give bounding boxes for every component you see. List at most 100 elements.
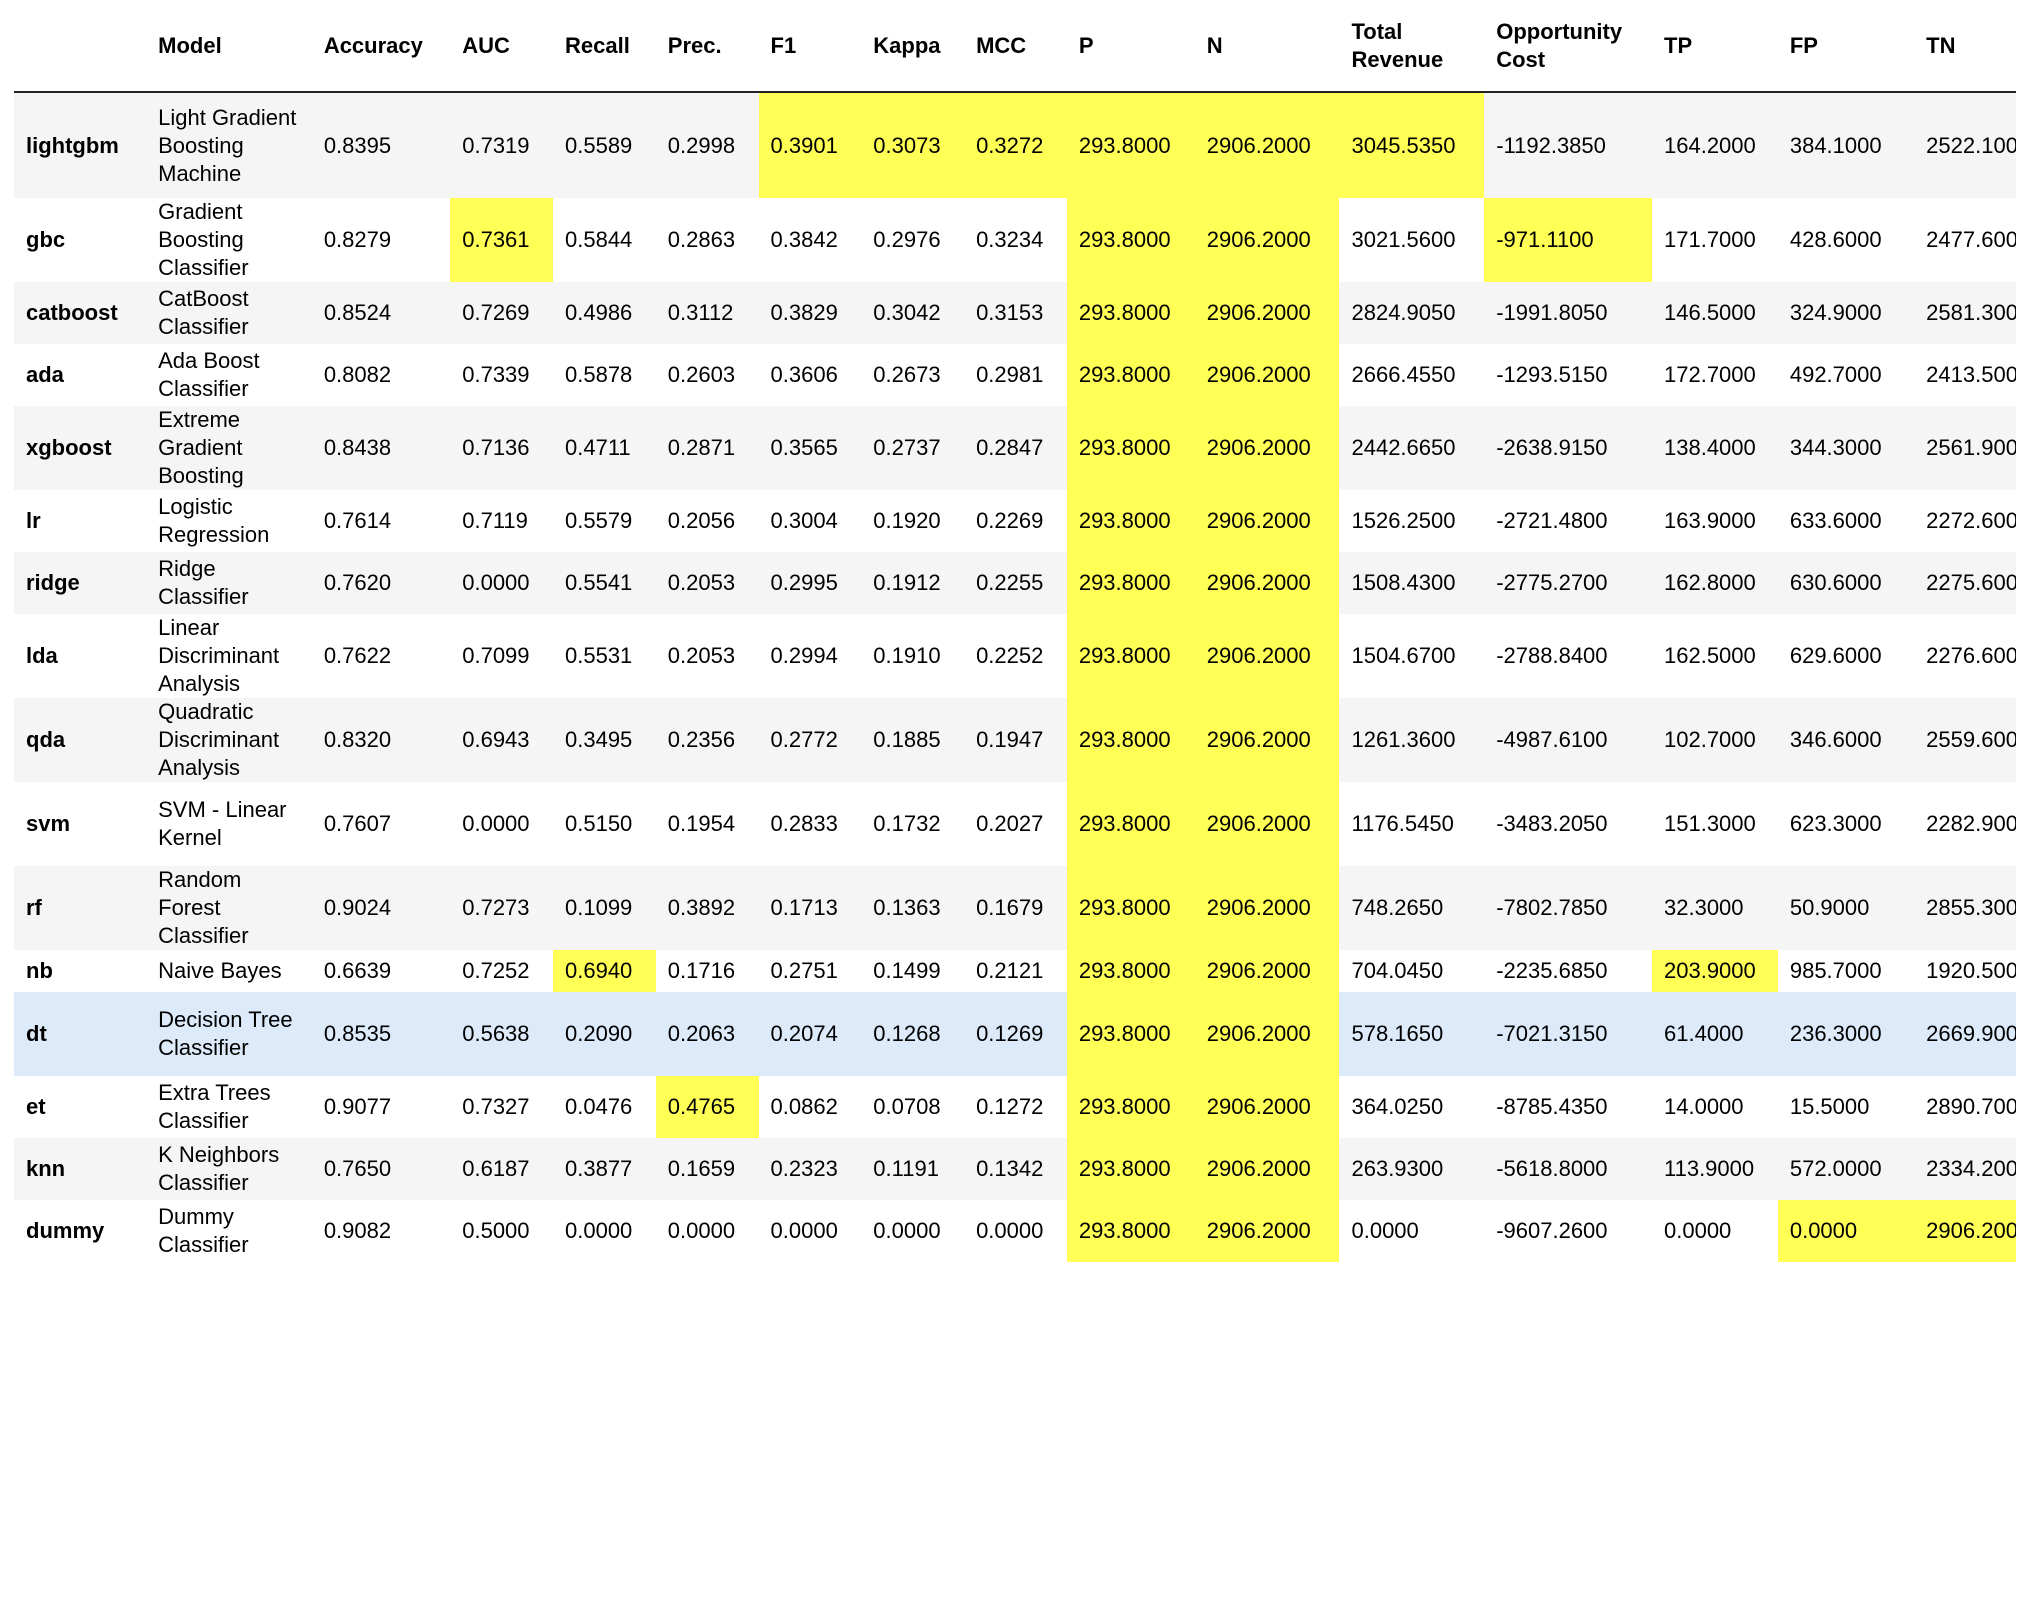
row-index-lightgbm: lightgbm [26, 132, 119, 158]
cell-f1: 0.2074 [770, 1021, 838, 1046]
model-name-cell: Ada Boost Classifier [158, 348, 260, 401]
table-row: qda Quadratic Discriminant Analysis 0.8320… [14, 698, 2016, 782]
row-index-xgboost: xgboost [26, 435, 112, 460]
table-row: catboost CatBoost Classifier 0.8524 0.7269 0… [14, 282, 2016, 344]
row-index-nb: nb [26, 958, 53, 983]
table-row: dummy Dummy Classifier 0.9082 0.5000 0.0000 0… [14, 1200, 2016, 1262]
cell-mcc: 0.2847 [976, 435, 1044, 460]
cell-mcc: 0.1947 [976, 727, 1044, 752]
cell-prec: 0.2603 [667, 362, 736, 387]
cell-mcc: 0.3272 [964, 92, 1067, 198]
column-header-kappa: Kappa [861, 0, 965, 93]
cell-opportunity-cost: -4987.6100 [1496, 727, 1608, 752]
cell-kappa: 0.1191 [873, 1156, 939, 1181]
model-name-cell: Ridge Classifier [158, 556, 249, 609]
cell-opportunity-cost: -2638.9150 [1496, 435, 1608, 460]
cell-n: 2906.2000 [1194, 992, 1340, 1076]
cell-fp: 985.7000 [1789, 958, 1882, 983]
cell-total-revenue: 578.1650 [1351, 1021, 1444, 1046]
table-row: lr Logistic Regression 0.7614 0.7119 0.5579 0… [14, 490, 2016, 552]
table-row: dt Decision Tree Classifier 0.8535 0.5638 0.… [14, 992, 2016, 1076]
cell-n: 2906.2000 [1194, 406, 1340, 490]
cell-mcc: 0.2252 [976, 643, 1044, 668]
cell-p: 293.8000 [1066, 282, 1195, 344]
cell-p: 293.8000 [1066, 698, 1195, 782]
cell-accuracy: 0.8395 [323, 132, 392, 158]
cell-total-revenue: 1176.5450 [1351, 811, 1454, 836]
cell-total-revenue: 0.0000 [1351, 1218, 1419, 1243]
cell-accuracy: 0.9077 [323, 1094, 392, 1119]
cell-tp: 14.0000 [1664, 1094, 1744, 1119]
model-name-cell: Dummy Classifier [158, 1204, 249, 1257]
cell-fp: 15.5000 [1789, 1094, 1870, 1119]
cell-recall: 0.3495 [565, 727, 633, 752]
cell-tn: 2272.6000 [1926, 508, 2016, 533]
cell-kappa: 0.2673 [873, 362, 941, 387]
column-header-tp: TP [1652, 0, 1778, 93]
cell-mcc: 0.3153 [976, 300, 1044, 325]
table-row: rf Random Forest Classifier 0.9024 0.7273 0.… [14, 866, 2016, 950]
cell-total-revenue: 2824.9050 [1351, 300, 1456, 325]
cell-tp: 0.0000 [1664, 1218, 1732, 1243]
cell-tn: 2559.6000 [1926, 727, 2016, 752]
cell-auc: 0.7361 [450, 198, 553, 282]
cell-total-revenue: 1261.3600 [1351, 727, 1456, 752]
cell-tp: 146.5000 [1664, 300, 1756, 325]
cell-tp: 203.9000 [1652, 950, 1778, 992]
cell-accuracy: 0.8320 [323, 727, 392, 752]
model-name-cell: Decision Tree Classifier [158, 1007, 293, 1060]
column-header-model: Model [146, 0, 312, 93]
cell-prec: 0.0000 [667, 1218, 736, 1243]
cell-auc: 0.6943 [462, 727, 530, 752]
cell-tn: 2413.5000 [1926, 362, 2016, 387]
cell-auc: 0.7119 [462, 508, 528, 533]
cell-p: 293.8000 [1066, 1076, 1195, 1138]
cell-tn: 2522.1000 [1926, 132, 2016, 158]
cell-auc: 0.5000 [462, 1218, 530, 1243]
model-name-cell: CatBoost Classifier [158, 286, 249, 339]
cell-f1: 0.2751 [770, 958, 838, 983]
cell-f1: 0.2994 [770, 643, 838, 668]
cell-n: 2906.2000 [1194, 614, 1340, 698]
cell-accuracy: 0.6639 [323, 958, 392, 983]
row-index-qda: qda [26, 727, 66, 752]
cell-opportunity-cost: -9607.2600 [1496, 1218, 1608, 1243]
cell-opportunity-cost: -1192.3850 [1496, 132, 1606, 158]
cell-n: 2906.2000 [1194, 198, 1340, 282]
cell-tp: 61.4000 [1664, 1021, 1744, 1046]
cell-total-revenue: 1526.2500 [1351, 508, 1456, 533]
cell-recall: 0.5531 [565, 643, 633, 668]
cell-tn: 2561.9000 [1926, 435, 2016, 460]
cell-kappa: 0.3073 [861, 92, 965, 198]
cell-total-revenue: 1508.4300 [1351, 570, 1456, 595]
cell-tn: 2334.2000 [1926, 1156, 2016, 1181]
cell-auc: 0.7252 [462, 958, 530, 983]
cell-total-revenue: 3045.5350 [1339, 92, 1485, 198]
cell-total-revenue: 1504.6700 [1351, 643, 1456, 668]
cell-p: 293.8000 [1066, 552, 1195, 614]
cell-tp: 163.9000 [1664, 508, 1756, 533]
table-row: ridge Ridge Classifier 0.7620 0.0000 0.5541 0… [14, 552, 2016, 614]
model-name-cell: SVM - Linear Kernel [158, 797, 287, 850]
cell-prec: 0.1659 [667, 1156, 736, 1181]
cell-p: 293.8000 [1066, 344, 1195, 406]
cell-f1: 0.2833 [770, 811, 838, 836]
column-header-recall: Recall [553, 0, 656, 93]
cell-auc: 0.7319 [462, 132, 530, 158]
cell-f1: 0.3829 [770, 300, 838, 325]
column-header-prec: Prec. [655, 0, 759, 93]
cell-prec: 0.2053 [667, 570, 736, 595]
cell-tp: 171.7000 [1664, 227, 1756, 252]
column-header-tn: TN [1914, 0, 2016, 93]
table-row: lightgbm Light Gradient Boosting Machine 0… [14, 92, 2016, 198]
cell-prec: 0.2356 [667, 727, 736, 752]
cell-f1: 0.0862 [770, 1094, 838, 1119]
cell-mcc: 0.2981 [976, 362, 1044, 387]
cell-opportunity-cost: -5618.8000 [1496, 1156, 1608, 1181]
cell-opportunity-cost: -1293.5150 [1496, 362, 1608, 387]
column-header-fp: FP [1777, 0, 1915, 93]
row-index-rf: rf [26, 895, 42, 920]
model-name-cell: Random Forest Classifier [158, 867, 249, 948]
cell-mcc: 0.1269 [976, 1021, 1044, 1046]
cell-kappa: 0.1363 [873, 895, 941, 920]
